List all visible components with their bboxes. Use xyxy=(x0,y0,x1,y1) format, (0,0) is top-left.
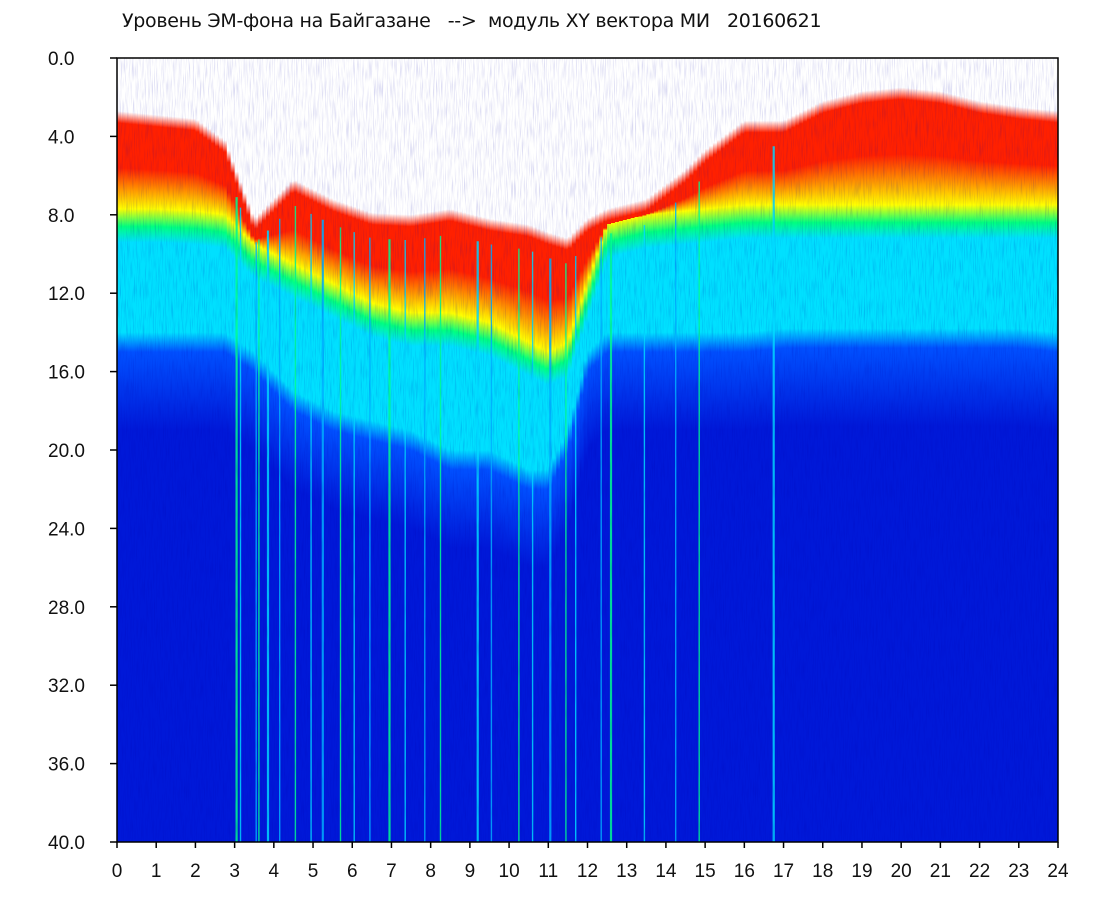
x-tick-label: 18 xyxy=(812,861,833,882)
y-tick-label: 4.0 xyxy=(48,127,74,148)
y-tick-label: 20.0 xyxy=(48,441,85,462)
x-tick-label: 7 xyxy=(386,861,397,882)
y-tick-label: 40.0 xyxy=(48,833,85,854)
y-tick-label: 16.0 xyxy=(48,363,85,384)
x-tick-label: 13 xyxy=(616,861,637,882)
y-tick-label: 36.0 xyxy=(48,755,85,776)
noise-texture xyxy=(117,58,1058,842)
chart-title: Уровень ЭМ-фона на Байгазане --> модуль … xyxy=(122,10,822,32)
x-tick-label: 4 xyxy=(269,861,280,882)
x-tick-label: 9 xyxy=(465,861,476,882)
y-tick-label: 0.0 xyxy=(48,49,74,70)
x-tick-label: 2 xyxy=(190,861,201,882)
x-tick-label: 24 xyxy=(1047,861,1069,882)
x-tick-label: 6 xyxy=(347,861,358,882)
y-axis: 0.0 4.0 8.0 12.0 16.0 20.0 24.0 28.0 32.0 36.0 40.… xyxy=(48,49,117,854)
x-tick-label: 17 xyxy=(773,861,794,882)
x-tick-label: 14 xyxy=(655,861,677,882)
x-tick-label: 10 xyxy=(499,861,520,882)
x-tick-label: 3 xyxy=(229,861,240,882)
x-tick-label: 15 xyxy=(695,861,716,882)
x-tick-label: 23 xyxy=(1008,861,1029,882)
x-tick-label: 1 xyxy=(151,861,162,882)
x-tick-label: 19 xyxy=(851,861,872,882)
x-axis: 0 1 2 3 4 5 6 7 8 9 10 11 12 13 14 15 16 17 18 19 20 21 22 23 24 xyxy=(112,842,1069,882)
x-tick-label: 16 xyxy=(734,861,755,882)
x-tick-label: 21 xyxy=(930,861,951,882)
x-tick-label: 20 xyxy=(891,861,912,882)
x-tick-label: 8 xyxy=(425,861,436,882)
x-tick-label: 12 xyxy=(577,861,598,882)
y-tick-label: 32.0 xyxy=(48,676,85,697)
x-tick-label: 11 xyxy=(538,861,558,882)
x-tick-label: 5 xyxy=(308,861,319,882)
y-tick-label: 8.0 xyxy=(48,206,74,227)
x-tick-label: 22 xyxy=(969,861,990,882)
y-tick-label: 28.0 xyxy=(48,598,85,619)
y-tick-label: 24.0 xyxy=(48,519,85,540)
y-tick-label: 12.0 xyxy=(48,284,85,305)
x-tick-label: 0 xyxy=(112,861,123,882)
